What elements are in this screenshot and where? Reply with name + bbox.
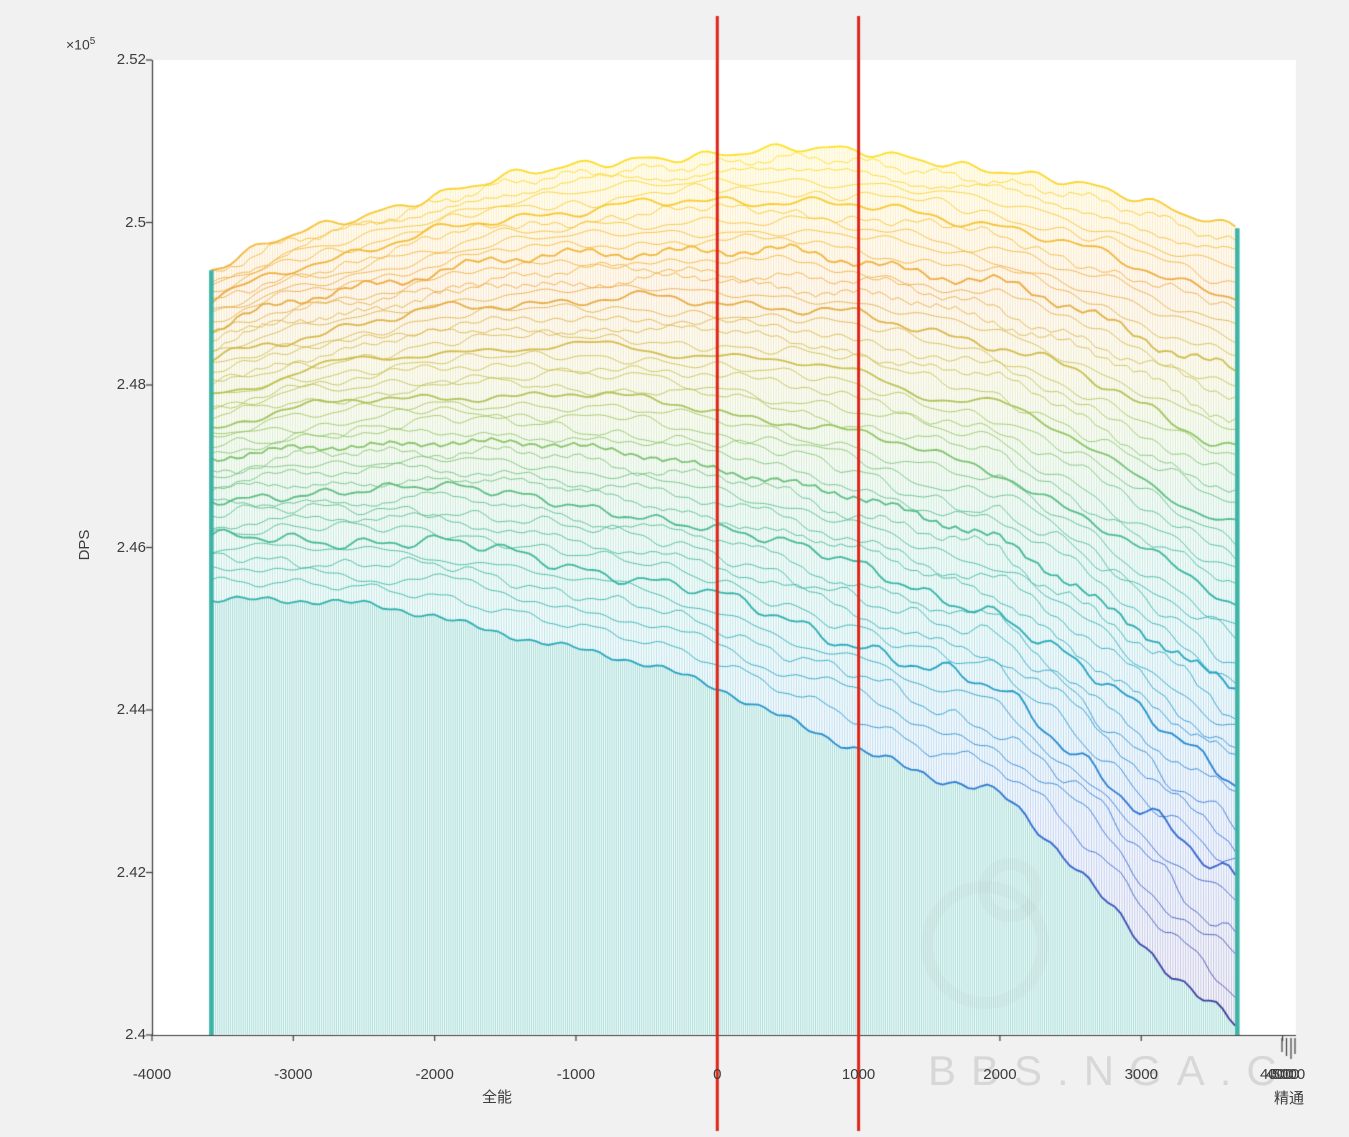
watermark-text: BBS.NGA.C [928, 1047, 1292, 1094]
